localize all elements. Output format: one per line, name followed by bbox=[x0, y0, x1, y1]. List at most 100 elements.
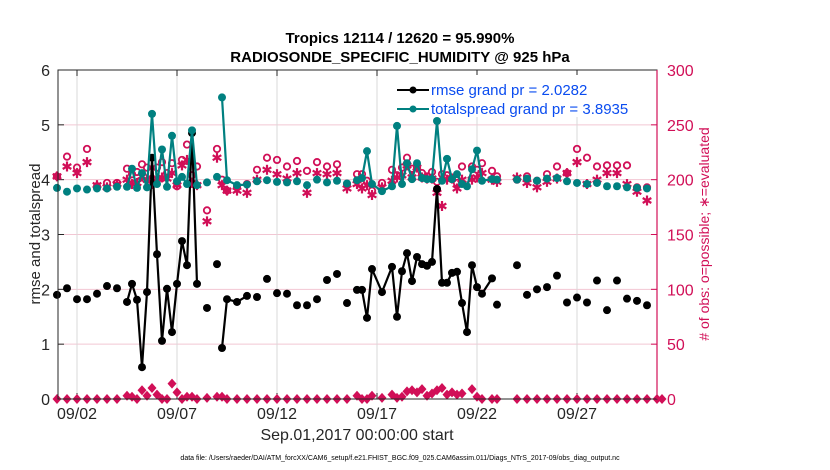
obs-evaluated-point bbox=[572, 157, 582, 168]
y-axis-label: rmse and totalspread bbox=[27, 164, 44, 305]
totalspread-point bbox=[193, 181, 201, 190]
obs-possible-point bbox=[302, 166, 312, 175]
y-axis-right-label: # of obs: o=possible; ∗=evaluated bbox=[696, 127, 712, 340]
obs-point bbox=[377, 392, 387, 403]
obs-possible-point bbox=[582, 153, 592, 162]
rmse-point bbox=[73, 295, 81, 304]
asterisk-stroke bbox=[262, 166, 272, 174]
rmse-point bbox=[428, 257, 436, 266]
obs-evaluated-point bbox=[62, 161, 72, 172]
totalspread-point bbox=[178, 172, 186, 181]
asterisk-stroke bbox=[332, 169, 342, 177]
asterisk-stroke bbox=[62, 163, 72, 170]
totalspread-point bbox=[168, 131, 176, 140]
totalspread-point bbox=[463, 182, 471, 191]
obs-point bbox=[457, 388, 467, 399]
totalspread-point bbox=[273, 177, 281, 186]
obs-evaluated-point bbox=[437, 200, 447, 211]
obs-evaluated-point bbox=[72, 168, 82, 179]
obs-point bbox=[137, 385, 147, 396]
rmse-point bbox=[643, 301, 651, 310]
obs-evaluated-point bbox=[302, 187, 312, 198]
obs-possible-point bbox=[142, 163, 152, 172]
totalspread-point bbox=[368, 180, 376, 189]
rmse-point bbox=[83, 295, 91, 304]
asterisk-stroke bbox=[177, 161, 187, 169]
obs-evaluated-point bbox=[242, 187, 252, 198]
rmse-point bbox=[343, 299, 351, 308]
rmse-line bbox=[360, 187, 493, 334]
rmse-point bbox=[173, 279, 181, 288]
rmse-point bbox=[138, 363, 146, 372]
rmse-point bbox=[553, 271, 561, 280]
rmse-point bbox=[223, 295, 231, 304]
rmse-point bbox=[633, 296, 641, 305]
asterisk-stroke bbox=[302, 189, 312, 197]
rmse-point bbox=[273, 289, 281, 298]
x-tick-label: 09/02 bbox=[57, 406, 97, 423]
rmse-point bbox=[573, 293, 581, 302]
obs-evaluated-point bbox=[82, 157, 92, 168]
obs-evaluated-point bbox=[367, 190, 377, 201]
totalspread-point bbox=[478, 176, 486, 185]
rmse-point bbox=[213, 260, 221, 269]
rmse-point bbox=[128, 279, 136, 288]
obs-evaluated-point bbox=[562, 168, 572, 179]
asterisk-stroke bbox=[532, 183, 542, 191]
x-axis-label: Sep.01,2017 00:00:00 start bbox=[260, 427, 454, 444]
asterisk-stroke bbox=[322, 170, 332, 178]
obs-point bbox=[367, 390, 377, 401]
totalspread-point bbox=[133, 183, 141, 192]
obs-point bbox=[172, 387, 182, 398]
totalspread-point bbox=[428, 175, 436, 184]
rmse-point bbox=[413, 252, 421, 261]
series-layer bbox=[52, 93, 667, 404]
rmse-point bbox=[478, 289, 486, 298]
totalspread-point bbox=[213, 172, 221, 181]
obs-possible-point bbox=[332, 160, 342, 169]
totalspread-point bbox=[103, 184, 111, 193]
rmse-point bbox=[133, 295, 141, 304]
rmse-point bbox=[153, 250, 161, 259]
x-tick-label: 09/27 bbox=[557, 406, 597, 423]
totalspread-point bbox=[413, 159, 421, 168]
y-tick-label: 4 bbox=[41, 173, 50, 190]
rmse-point bbox=[178, 237, 186, 246]
totalspread-point bbox=[613, 182, 621, 191]
totalspread-point bbox=[583, 180, 591, 189]
obs-possible-point bbox=[202, 206, 212, 215]
totalspread-point bbox=[153, 180, 161, 189]
totalspread-point bbox=[253, 177, 261, 186]
rmse-point bbox=[163, 284, 171, 293]
asterisk-stroke bbox=[612, 169, 622, 177]
obs-possible-point bbox=[572, 144, 582, 154]
totalspread-point bbox=[473, 146, 481, 155]
rmse-line bbox=[220, 294, 248, 349]
x-tick-label: 09/07 bbox=[157, 406, 197, 423]
obs-point bbox=[657, 394, 667, 404]
rmse-point bbox=[53, 290, 61, 299]
totalspread-point bbox=[403, 159, 411, 168]
obs-point bbox=[52, 394, 62, 404]
rmse-point bbox=[253, 293, 261, 302]
legend-spread-label: totalspread grand pr = 3.8935 bbox=[431, 101, 628, 118]
rmse-point bbox=[603, 306, 611, 315]
obs-possible-point bbox=[282, 162, 292, 171]
asterisk-stroke bbox=[437, 202, 447, 210]
data-file-footnote: data file: /Users/raeder/DAI/ATM_forcXX/… bbox=[180, 455, 620, 462]
totalspread-point bbox=[543, 174, 551, 183]
rmse-point bbox=[233, 297, 241, 306]
totalspread-point bbox=[323, 178, 331, 187]
totalspread-point bbox=[643, 184, 651, 193]
rmse-point bbox=[103, 282, 111, 291]
rmse-point bbox=[323, 276, 331, 285]
asterisk-stroke bbox=[202, 217, 212, 225]
rmse-point bbox=[123, 297, 131, 306]
y-tick-label: 5 bbox=[41, 118, 50, 135]
obs-possible-point bbox=[487, 166, 497, 175]
rmse-point bbox=[393, 312, 401, 321]
asterisk-stroke bbox=[232, 187, 242, 195]
series-obs-evaluated bbox=[52, 152, 652, 227]
totalspread-point bbox=[148, 109, 156, 118]
rmse-point bbox=[433, 184, 441, 193]
